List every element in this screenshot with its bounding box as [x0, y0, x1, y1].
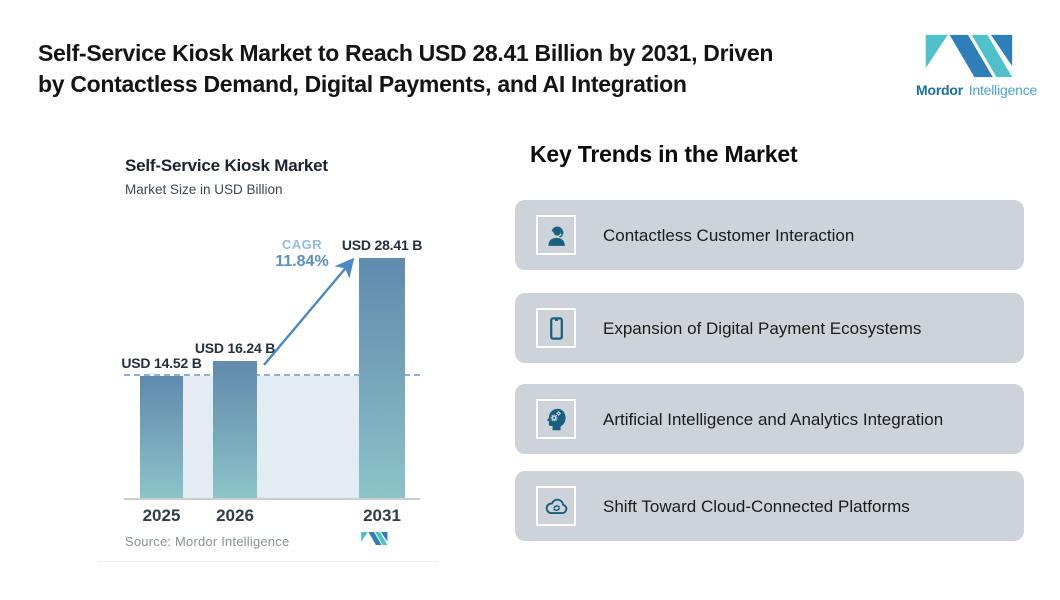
gear-small — [555, 410, 561, 416]
page-title: Self-Service Kiosk Market to Reach USD 2… — [38, 38, 908, 100]
chart-subtitle: Market Size in USD Billion — [125, 182, 283, 197]
bar-2026 — [213, 360, 257, 499]
trend-label: Artificial Intelligence and Analytics In… — [603, 409, 944, 429]
x-tick-2031: 2031 — [363, 506, 401, 525]
brand-name-bold: Mordor — [916, 82, 964, 98]
page-title-line-1: Self-Service Kiosk Market to Reach USD 2… — [38, 40, 774, 66]
dashed-reference-line — [124, 373, 420, 376]
cagr-value: 11.84% — [275, 253, 329, 270]
headset-person-icon — [547, 226, 565, 246]
market-size-chart: Self-Service Kiosk Market Market Size in… — [98, 140, 438, 565]
trend-card-ai-analytics: Artificial Intelligence and Analytics In… — [515, 384, 1024, 454]
key-trends-heading: Key Trends in the Market — [530, 141, 798, 167]
value-label-2025: USD 14.52 B — [121, 354, 202, 371]
cloud-sync-icon — [545, 498, 567, 514]
trend-card-contactless: Contactless Customer Interaction — [515, 200, 1024, 270]
source-note: Source: Mordor Intelligence — [125, 534, 290, 549]
bar-2025 — [140, 375, 183, 499]
brand-name-light: Intelligence — [968, 82, 1038, 98]
icon-tile — [536, 486, 576, 526]
trend-label: Expansion of Digital Payment Ecosystems — [603, 318, 922, 338]
card-bottom-divider — [98, 561, 438, 562]
value-label-2026: USD 16.24 B — [194, 339, 276, 356]
gear-large — [550, 414, 558, 421]
mordor-logo-mark-icon — [925, 34, 1013, 78]
trend-label: Contactless Customer Interaction — [603, 225, 855, 245]
trend-label: Shift Toward Cloud-Connected Platforms — [603, 496, 910, 516]
x-tick-2025: 2025 — [142, 506, 181, 525]
mini-mordor-logo-icon — [361, 532, 388, 545]
brand-wordmark: Mordor Intelligence — [916, 82, 1037, 98]
mordor-intelligence-logo: Mordor Intelligence — [916, 33, 1037, 98]
trend-card-cloud-platforms: Shift Toward Cloud-Connected Platforms — [515, 471, 1024, 541]
x-axis-line — [124, 498, 420, 500]
smartphone-icon — [549, 316, 563, 340]
x-tick-2026: 2026 — [216, 506, 254, 525]
icon-tile — [536, 399, 576, 439]
trend-card-digital-payments: Expansion of Digital Payment Ecosystems — [515, 293, 1024, 363]
cagr-annotation: CAGR 11.84% — [262, 237, 342, 271]
cagr-label: CAGR — [281, 237, 323, 252]
page-title-line-2: by Contactless Demand, Digital Payments,… — [38, 71, 687, 97]
bar-2031 — [359, 257, 405, 499]
icon-tile — [536, 308, 576, 348]
value-label-2031: USD 28.41 B — [341, 236, 423, 253]
chart-title: Self-Service Kiosk Market — [125, 156, 328, 175]
icon-tile — [536, 215, 576, 255]
ai-head-gears-icon — [546, 408, 566, 430]
